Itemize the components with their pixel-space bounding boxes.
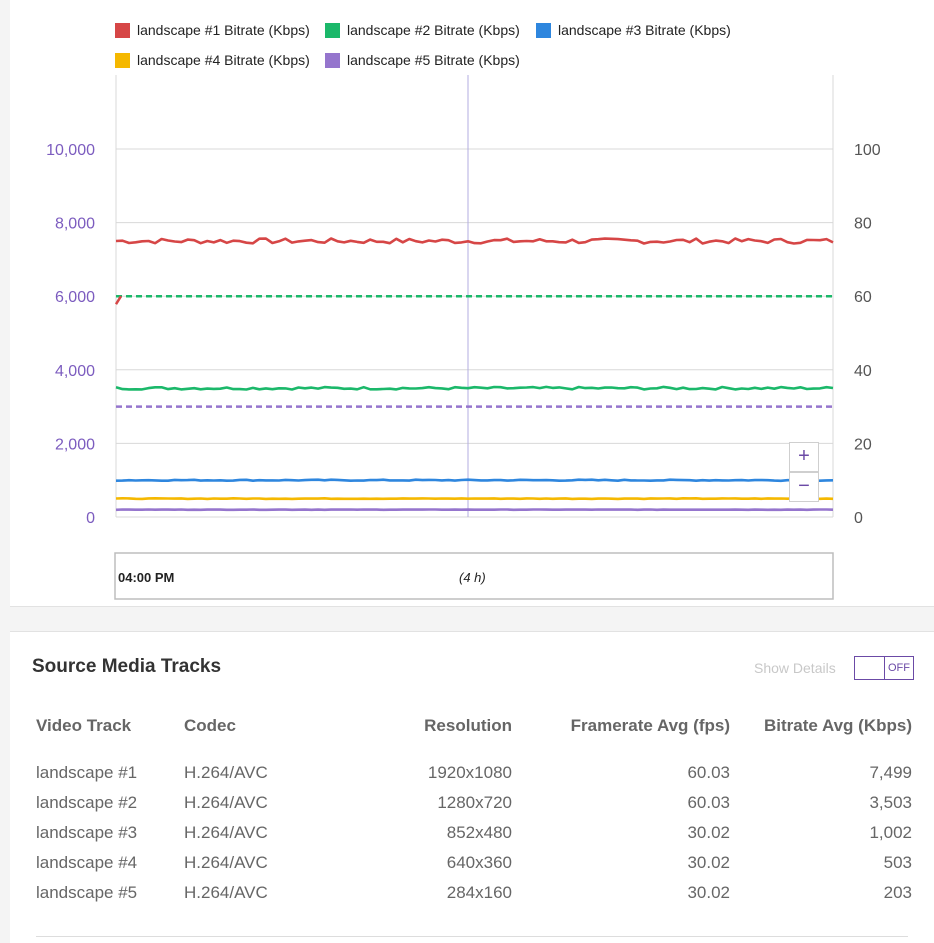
y-tick-left: 4,000 bbox=[55, 363, 95, 380]
cell-bitrate: 203 bbox=[883, 883, 912, 902]
col-resolution: Resolution bbox=[424, 716, 512, 735]
legend-swatch bbox=[536, 23, 551, 38]
y-tick-left: 2,000 bbox=[55, 436, 95, 453]
cell-bitrate: 1,002 bbox=[869, 823, 912, 842]
cell-resolution: 284x160 bbox=[446, 883, 512, 902]
cell-resolution: 1920x1080 bbox=[427, 763, 512, 782]
cell-codec: H.264/AVC bbox=[184, 883, 268, 902]
y-tick-left: 6,000 bbox=[55, 289, 95, 306]
y-tick-right: 40 bbox=[854, 363, 872, 380]
y-tick-right: 0 bbox=[854, 510, 863, 527]
series-line bbox=[115, 478, 834, 483]
cell-framerate: 30.02 bbox=[687, 853, 730, 872]
legend-swatch bbox=[115, 53, 130, 68]
cell-resolution: 640x360 bbox=[446, 853, 512, 872]
col-framerate: Framerate Avg (fps) bbox=[570, 716, 730, 735]
cell-track: landscape #3 bbox=[36, 823, 138, 842]
cell-resolution: 852x480 bbox=[446, 823, 512, 842]
table-row: landscape #1 H.264/AVC 1920x1080 60.03 7,499 bbox=[32, 758, 916, 788]
legend-label: landscape #2 Bitrate (Kbps) bbox=[347, 22, 520, 38]
cell-framerate: 30.02 bbox=[687, 883, 730, 902]
series-line bbox=[115, 497, 834, 501]
cell-codec: H.264/AVC bbox=[184, 823, 268, 842]
y-tick-left: 10,000 bbox=[46, 142, 95, 159]
toggle-knob bbox=[855, 657, 885, 679]
legend-label: landscape #4 Bitrate (Kbps) bbox=[137, 52, 310, 68]
cell-codec: H.264/AVC bbox=[184, 793, 268, 812]
navigator-start-label: 04:00 PM bbox=[118, 570, 174, 585]
cell-codec: H.264/AVC bbox=[184, 763, 268, 782]
y-tick-left: 8,000 bbox=[55, 216, 95, 233]
toggle-state: OFF bbox=[888, 662, 910, 674]
framerate-start bbox=[114, 295, 123, 305]
cell-codec: H.264/AVC bbox=[184, 853, 268, 872]
show-details-toggle[interactable]: OFF bbox=[854, 656, 914, 680]
series-line bbox=[115, 385, 834, 391]
legend-swatch bbox=[115, 23, 130, 38]
y-tick-right: 80 bbox=[854, 216, 872, 233]
table-row: landscape #5 H.264/AVC 284x160 30.02 203 bbox=[32, 878, 916, 908]
col-video-track: Video Track bbox=[36, 716, 132, 735]
col-bitrate: Bitrate Avg (Kbps) bbox=[764, 716, 912, 735]
divider bbox=[36, 936, 908, 937]
navigator-range-label: (4 h) bbox=[459, 570, 486, 585]
navigator-box bbox=[114, 552, 834, 600]
legend-swatch bbox=[325, 23, 340, 38]
bitrate-chart: landscape #1 Bitrate (Kbps) landscape #2 … bbox=[46, 22, 881, 600]
table-row: landscape #4 H.264/AVC 640x360 30.02 503 bbox=[32, 848, 916, 878]
cell-bitrate: 3,503 bbox=[869, 793, 912, 812]
cell-resolution: 1280x720 bbox=[437, 793, 512, 812]
zoom-in-button[interactable]: + bbox=[789, 442, 819, 472]
media-tracks-panel: Source Media Tracks Show Details OFF Vid… bbox=[10, 631, 934, 943]
show-details-label: Show Details bbox=[754, 660, 836, 676]
table-row: landscape #2 H.264/AVC 1280x720 60.03 3,503 bbox=[32, 788, 916, 818]
cell-bitrate: 503 bbox=[883, 853, 912, 872]
cell-track: landscape #1 bbox=[36, 763, 138, 782]
y-tick-right: 100 bbox=[854, 142, 881, 159]
cell-framerate: 60.03 bbox=[687, 793, 730, 812]
section-title: Source Media Tracks bbox=[32, 656, 222, 677]
y-tick-right: 20 bbox=[854, 436, 872, 453]
chart-panel: landscape #1 Bitrate (Kbps) landscape #2 … bbox=[10, 0, 934, 607]
legend-label: landscape #1 Bitrate (Kbps) bbox=[137, 22, 310, 38]
cell-framerate: 60.03 bbox=[687, 763, 730, 782]
y-tick-left: 0 bbox=[86, 510, 95, 527]
cell-track: landscape #5 bbox=[36, 883, 138, 902]
series-line bbox=[115, 237, 834, 245]
tracks-table: Video Track Codec Resolution Framerate A… bbox=[32, 716, 916, 908]
legend-label: landscape #3 Bitrate (Kbps) bbox=[558, 22, 731, 38]
y-tick-right: 60 bbox=[854, 289, 872, 306]
legend-label: landscape #5 Bitrate (Kbps) bbox=[347, 52, 520, 68]
zoom-out-button[interactable]: − bbox=[789, 472, 819, 502]
cell-track: landscape #2 bbox=[36, 793, 138, 812]
cell-track: landscape #4 bbox=[36, 853, 138, 872]
cell-framerate: 30.02 bbox=[687, 823, 730, 842]
table-row: landscape #3 H.264/AVC 852x480 30.02 1,002 bbox=[32, 818, 916, 848]
legend-swatch bbox=[325, 53, 340, 68]
col-codec: Codec bbox=[184, 716, 236, 735]
cell-bitrate: 7,499 bbox=[869, 763, 912, 782]
table-header-row: Video Track Codec Resolution Framerate A… bbox=[32, 716, 916, 758]
